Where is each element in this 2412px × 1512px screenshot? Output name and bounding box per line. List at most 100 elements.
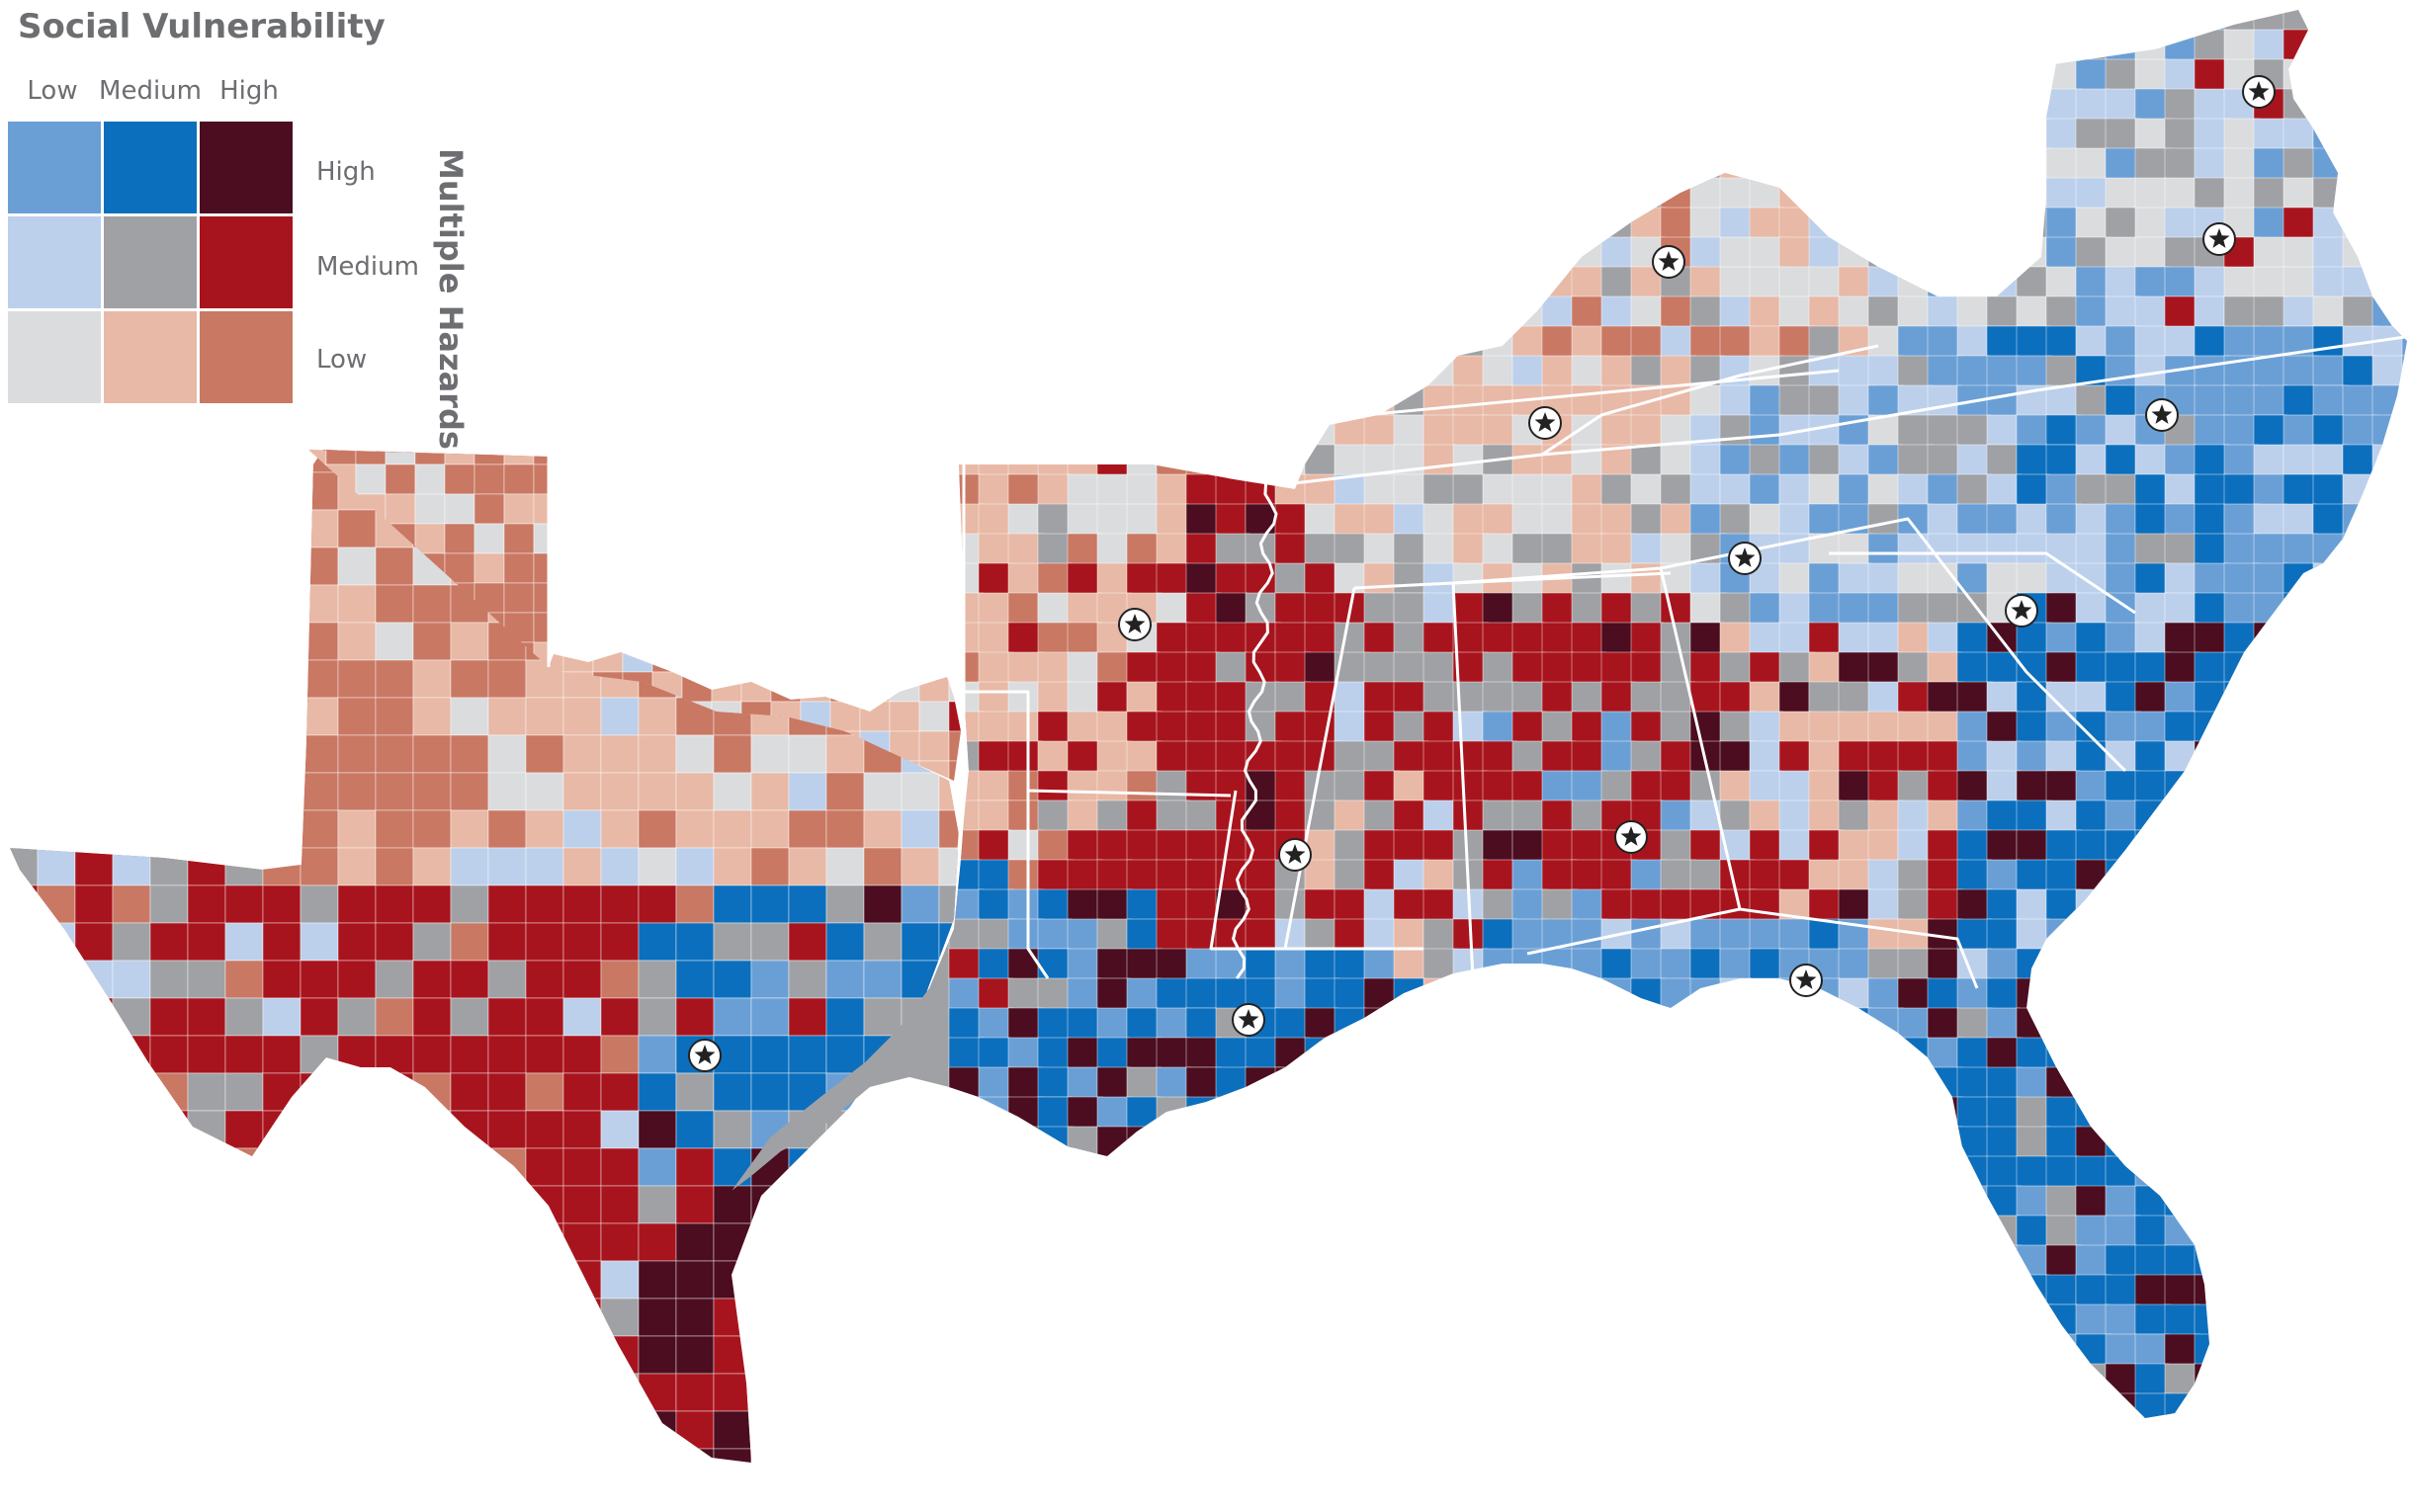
- county-cell: [1482, 207, 1518, 241]
- county-cell: [1630, 533, 1663, 564]
- county-cell: [978, 295, 1013, 330]
- county-cell: [2342, 888, 2373, 924]
- county-cell: [1037, 829, 1071, 863]
- county-cell: [1986, 533, 2022, 564]
- county-cell: [224, 1448, 264, 1463]
- county-cell: [1719, 740, 1756, 776]
- county-cell: [149, 922, 189, 962]
- county-cell: [1452, 10, 1488, 33]
- county-cell: [889, 612, 920, 643]
- county-cell: [187, 1147, 226, 1187]
- county-cell: [1067, 266, 1099, 301]
- county-cell: [2283, 829, 2315, 864]
- county-cell: [1393, 651, 1428, 684]
- county-cell: [1422, 177, 1454, 211]
- county-cell: [149, 997, 189, 1037]
- county-cell: [1393, 1037, 1428, 1072]
- county-cell: [1689, 1392, 1722, 1418]
- county-cell: [2045, 29, 2078, 66]
- county-cell: [675, 546, 715, 586]
- county-cell: [2105, 1392, 2137, 1418]
- county-cell: [1304, 651, 1336, 688]
- county-cell: [2312, 562, 2345, 600]
- county-cell: [2342, 1215, 2373, 1251]
- county-cell: [1452, 770, 1488, 805]
- county-cell: [1304, 355, 1338, 391]
- county-cell: [2223, 295, 2259, 329]
- county-cell: [1838, 444, 1872, 479]
- county-cell: [2342, 977, 2377, 1010]
- county-cell: [187, 809, 226, 849]
- county-cell: [1897, 236, 1931, 271]
- county-cell: [2371, 740, 2407, 774]
- county-cell: [1897, 562, 1931, 599]
- county-cell: [450, 997, 489, 1037]
- county-cell: [2312, 533, 2345, 565]
- county-cell: [1719, 948, 1754, 983]
- county-cell: [1986, 295, 2020, 327]
- county-cell: [2372, 1423, 2407, 1459]
- county-cell: [1274, 1363, 1308, 1397]
- county-cell: [1541, 533, 1575, 565]
- county-cell: [1422, 503, 1457, 536]
- county-cell: [1067, 1155, 1103, 1191]
- county-cell: [2164, 325, 2197, 360]
- county-cell: [2342, 1274, 2377, 1309]
- county-cell: [224, 734, 264, 774]
- county-cell: [37, 659, 76, 699]
- county-cell: [562, 1185, 602, 1224]
- county-cell: [2371, 681, 2404, 714]
- county-cell: [1689, 1066, 1722, 1101]
- county-cell: [889, 493, 920, 525]
- county-cell: [37, 960, 76, 999]
- county-cell: [2075, 118, 2108, 149]
- county-cell: [1274, 1244, 1310, 1278]
- county-cell: [1363, 58, 1398, 91]
- county-cell: [1363, 1244, 1398, 1282]
- county-cell: [1867, 1096, 1899, 1134]
- county-cell: [1067, 651, 1103, 685]
- county-cell: [1304, 177, 1338, 210]
- county-cell: [1096, 948, 1130, 979]
- county-cell: [825, 1298, 865, 1337]
- county-cell: [1571, 651, 1607, 685]
- county-cell: [1422, 1363, 1457, 1395]
- county-cell: [2312, 503, 2349, 536]
- county-cell: [2164, 118, 2200, 153]
- county-cell: [1541, 1066, 1579, 1101]
- county-cell: [2075, 1066, 2111, 1101]
- county-cell: [938, 1335, 959, 1375]
- county-cell: [1245, 177, 1280, 210]
- county-cell: [2371, 977, 2407, 1013]
- county-cell: [1867, 1303, 1901, 1341]
- county-cell: [1511, 1007, 1545, 1041]
- county-cell: [2342, 384, 2374, 420]
- county-cell: [1808, 266, 1841, 298]
- county-cell: [2223, 829, 2258, 861]
- county-cell: [37, 1072, 76, 1112]
- county-cell: [2342, 1007, 2374, 1041]
- county-cell: [2283, 799, 2319, 835]
- county-cell: [1126, 1096, 1162, 1129]
- county-cell: [1838, 384, 1874, 417]
- county-cell: [2283, 770, 2315, 804]
- county-cell: [412, 884, 452, 924]
- county-cell: [901, 471, 940, 511]
- county-cell: [1511, 888, 1548, 924]
- county-cell: [2016, 1274, 2049, 1311]
- county-cell: [1897, 977, 1932, 1012]
- county-cell: [412, 697, 452, 736]
- county-cell: [638, 471, 677, 511]
- county-cell: [1482, 1244, 1514, 1279]
- county-cell: [149, 450, 189, 473]
- county-cell: [2194, 918, 2226, 954]
- county-cell: [525, 1185, 564, 1224]
- county-cell: [562, 1147, 602, 1187]
- county-cell: [2401, 533, 2407, 569]
- county-cell: [638, 734, 677, 774]
- county-cell: [337, 997, 377, 1037]
- county-cell: [337, 546, 377, 586]
- county-cell: [1867, 1274, 1904, 1309]
- county-cell: [1186, 1423, 1217, 1454]
- county-cell: [187, 509, 226, 548]
